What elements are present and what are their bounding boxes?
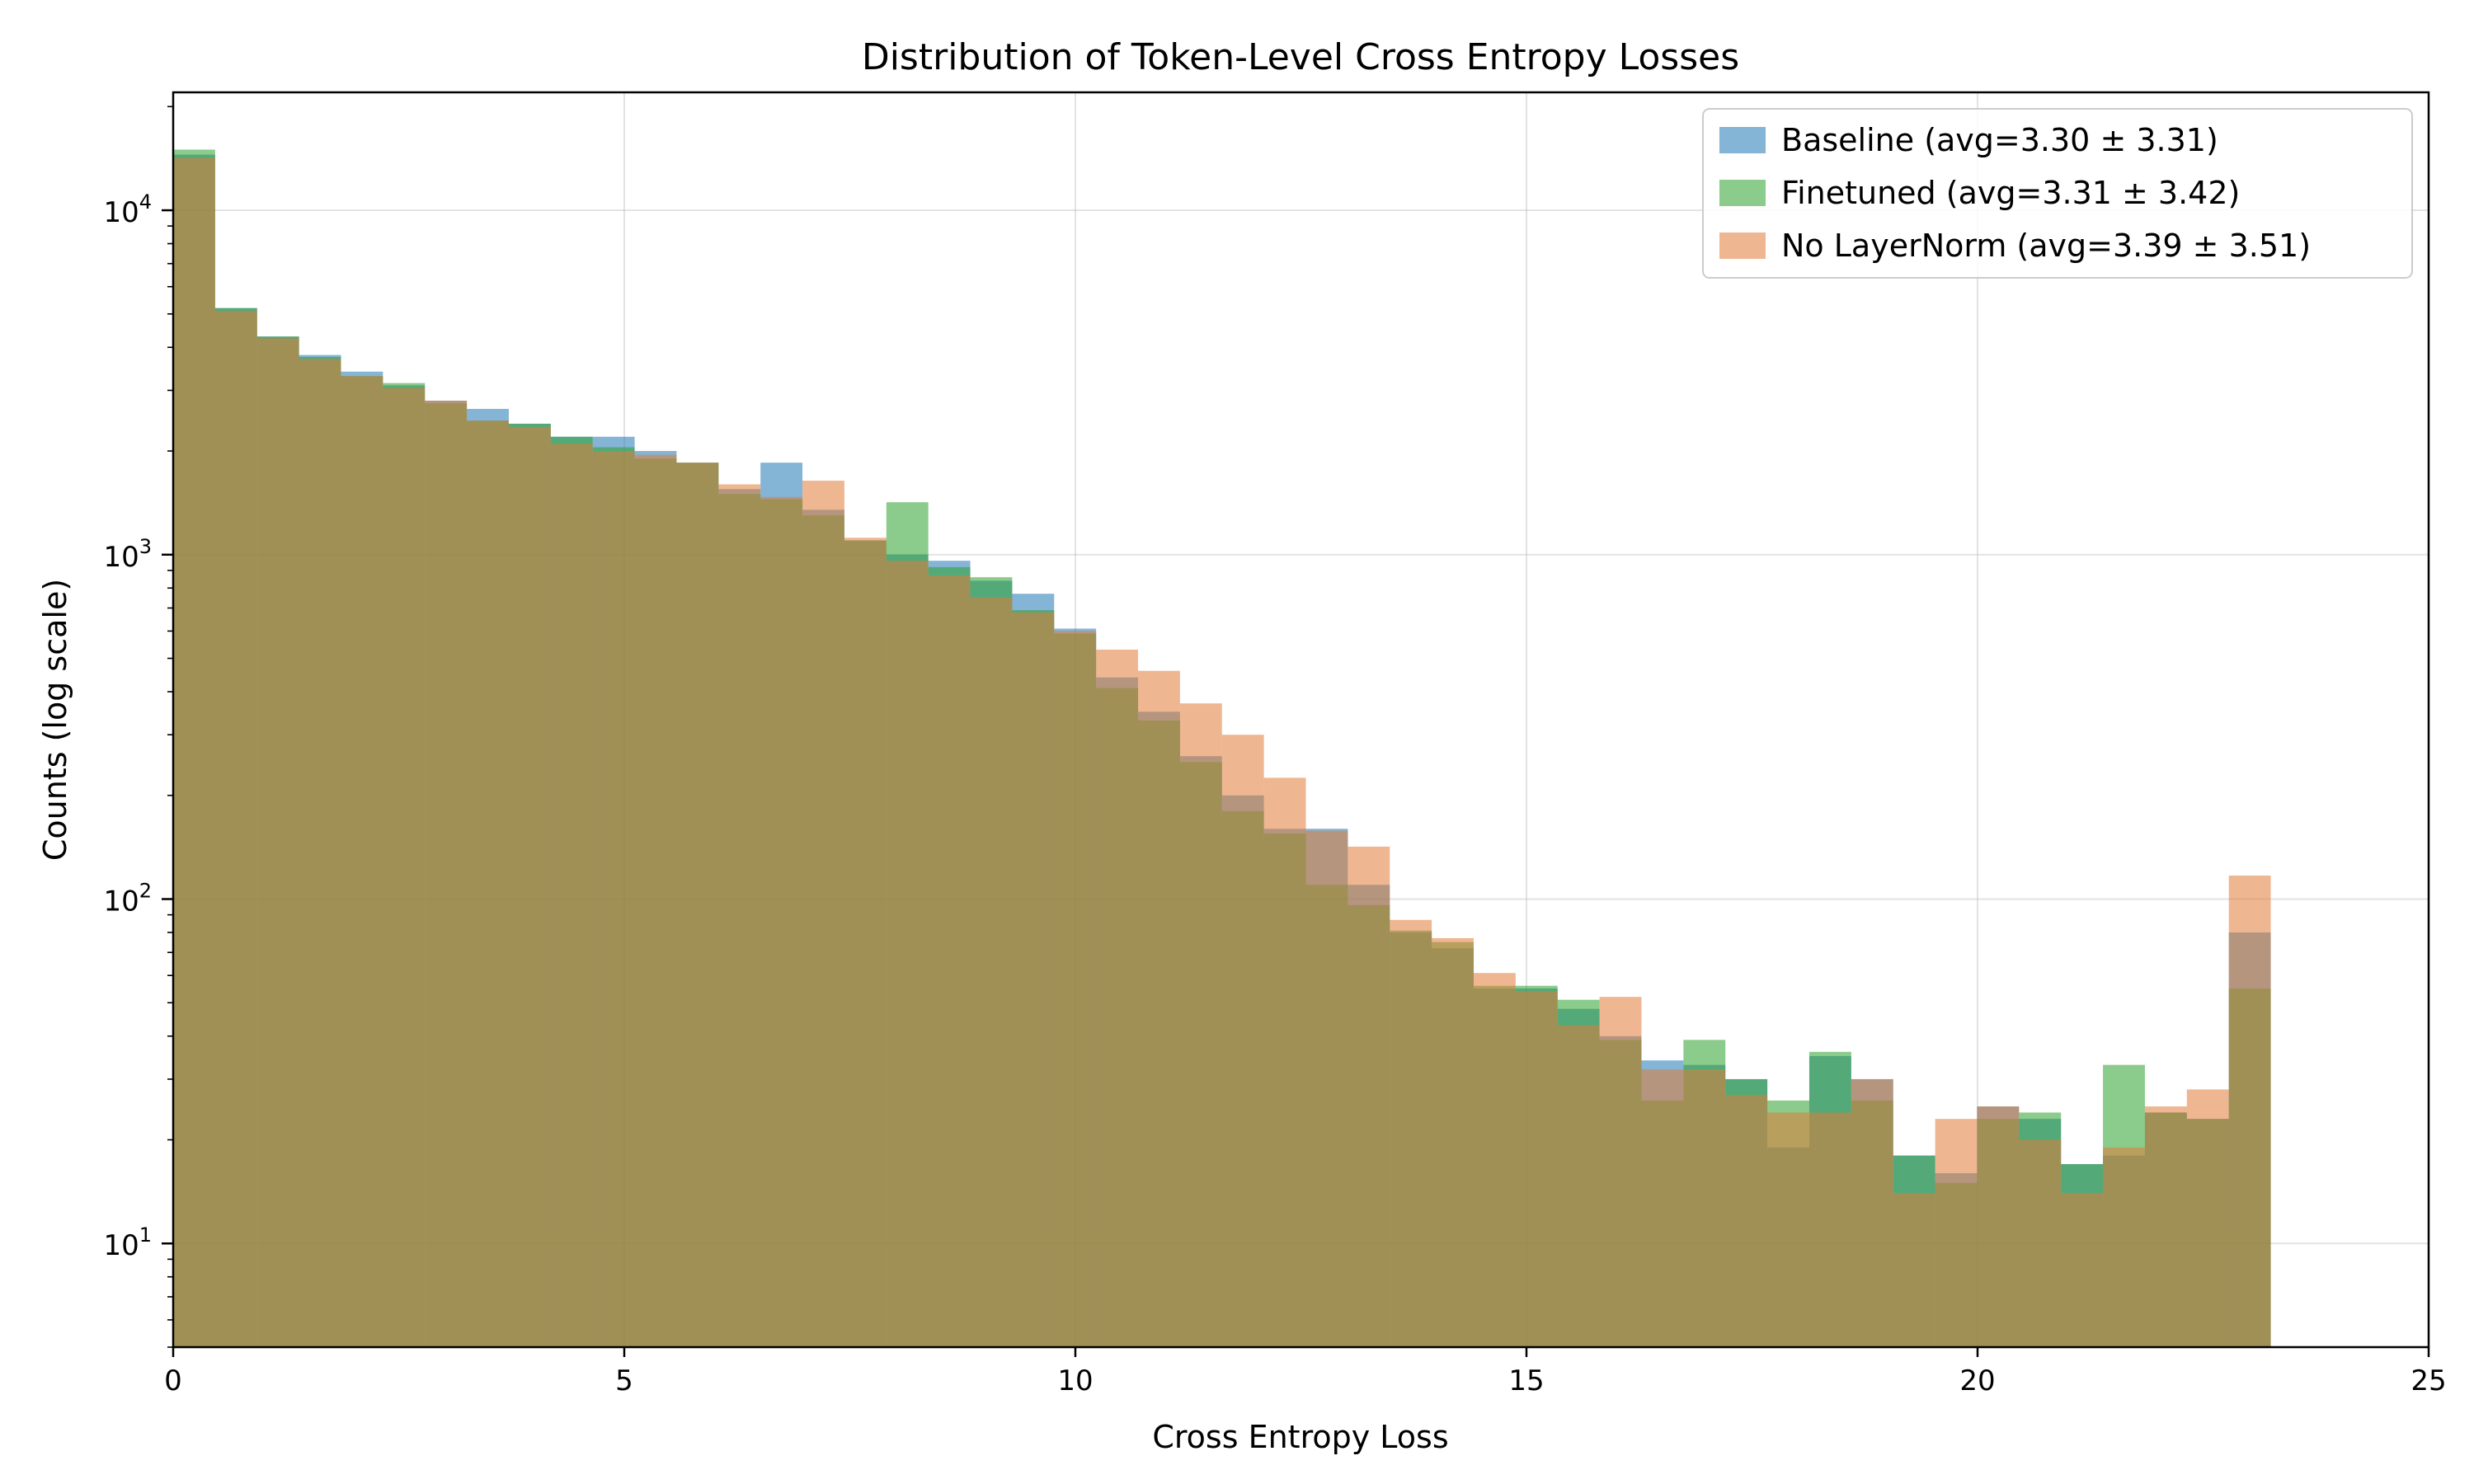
legend-label-2: No LayerNorm (avg=3.39 ± 3.51) <box>1781 228 2311 264</box>
x-tick-label-3: 15 <box>1508 1364 1544 1397</box>
bar-series-2-bin-31 <box>1474 973 1516 1347</box>
y-axis-ticks: 101 102 103 104 <box>103 106 173 1348</box>
plot-frame <box>172 91 2430 1349</box>
bar-series-2-bin-22 <box>1096 649 1139 1347</box>
x-tick-label-0: 0 <box>164 1364 182 1397</box>
bar-series-2-bin-33 <box>1557 1025 1600 1347</box>
bar-series-2-bin-4 <box>341 376 383 1347</box>
y-tick-label-2: 103 <box>103 535 152 574</box>
legend-swatch-0 <box>1719 127 1766 153</box>
bar-series-2-bin-15 <box>802 481 844 1348</box>
bar-series-2-bin-14 <box>760 496 803 1348</box>
bar-series-2-bin-20 <box>1012 612 1055 1347</box>
bar-series-2-bin-43 <box>1977 1106 2020 1347</box>
x-axis-ticks: 0 5 10 15 20 25 <box>164 1347 2447 1397</box>
bar-series-2-bin-21 <box>1054 631 1097 1347</box>
bar-series-2-bin-0 <box>173 157 215 1347</box>
bar-series-2-bin-44 <box>2019 1139 2062 1347</box>
bar-series-2-bin-7 <box>467 420 509 1348</box>
y-tick-label-1: 102 <box>103 880 152 918</box>
x-axis-label: Cross Entropy Loss <box>1152 1419 1448 1455</box>
bar-series-2-bin-18 <box>928 575 971 1347</box>
bar-series-2-bin-19 <box>970 597 1013 1347</box>
bar-series-2-bin-17 <box>886 561 929 1347</box>
x-tick-label-1: 5 <box>615 1364 633 1397</box>
bar-series-2-bin-12 <box>676 463 719 1347</box>
bar-series-2-bin-2 <box>256 338 299 1347</box>
series-2-bars <box>173 157 2271 1348</box>
bar-series-2-bin-35 <box>1641 1069 1684 1347</box>
y-tick-label-3: 104 <box>103 190 152 229</box>
bar-series-2-bin-13 <box>718 484 761 1348</box>
bar-series-2-bin-10 <box>592 451 635 1347</box>
bar-series-2-bin-30 <box>1432 937 1475 1347</box>
x-tick-label-4: 20 <box>1959 1364 1995 1397</box>
legend-swatch-2 <box>1719 232 1766 259</box>
bar-series-2-bin-16 <box>844 538 887 1347</box>
bar-series-2-bin-40 <box>1851 1078 1893 1347</box>
bar-series-2-bin-39 <box>1808 1112 1851 1347</box>
legend-swatch-1 <box>1719 180 1766 206</box>
bar-series-2-bin-32 <box>1515 991 1558 1347</box>
bar-series-2-bin-11 <box>634 454 677 1347</box>
bar-series-2-bin-42 <box>1935 1119 1978 1347</box>
bar-series-2-bin-23 <box>1138 670 1180 1347</box>
bars <box>173 149 2271 1348</box>
bar-series-2-bin-46 <box>2103 1147 2145 1347</box>
bar-series-2-bin-49 <box>2228 876 2271 1347</box>
bar-series-2-bin-34 <box>1599 997 1642 1347</box>
bar-series-2-bin-36 <box>1683 1069 1726 1347</box>
bar-series-2-bin-8 <box>508 426 551 1347</box>
x-tick-label-5: 25 <box>2411 1364 2446 1397</box>
bar-series-2-bin-5 <box>383 387 426 1347</box>
bar-series-2-bin-9 <box>550 444 593 1347</box>
bar-series-2-bin-27 <box>1305 830 1348 1347</box>
bar-series-2-bin-37 <box>1725 1095 1768 1347</box>
legend-box <box>1702 108 2413 279</box>
bar-series-2-bin-47 <box>2144 1106 2187 1347</box>
bar-series-2-bin-25 <box>1221 735 1264 1347</box>
bar-series-2-bin-6 <box>425 400 468 1348</box>
y-tick-label-0: 101 <box>103 1223 152 1262</box>
bar-series-2-bin-48 <box>2186 1089 2229 1347</box>
x-tick-label-2: 10 <box>1057 1364 1093 1397</box>
bar-series-2-bin-3 <box>299 359 341 1347</box>
bar-series-2-bin-45 <box>2061 1193 2104 1347</box>
chart-title: Distribution of Token-Level Cross Entrop… <box>862 36 1739 78</box>
legend-label-1: Finetuned (avg=3.31 ± 3.42) <box>1781 175 2240 211</box>
bar-series-2-bin-38 <box>1767 1112 1809 1347</box>
bar-series-2-bin-26 <box>1263 777 1306 1347</box>
bar-series-2-bin-28 <box>1348 846 1390 1347</box>
legend: Baseline (avg=3.30 ± 3.31) Finetuned (avg… <box>1702 108 2413 279</box>
bar-series-2-bin-29 <box>1390 919 1432 1347</box>
y-axis-label: Counts (log scale) <box>37 579 73 861</box>
legend-label-0: Baseline (avg=3.30 ± 3.31) <box>1781 122 2218 158</box>
bar-series-2-bin-41 <box>1893 1193 1935 1347</box>
bar-series-2-bin-24 <box>1179 703 1222 1347</box>
bar-series-2-bin-1 <box>214 311 257 1348</box>
